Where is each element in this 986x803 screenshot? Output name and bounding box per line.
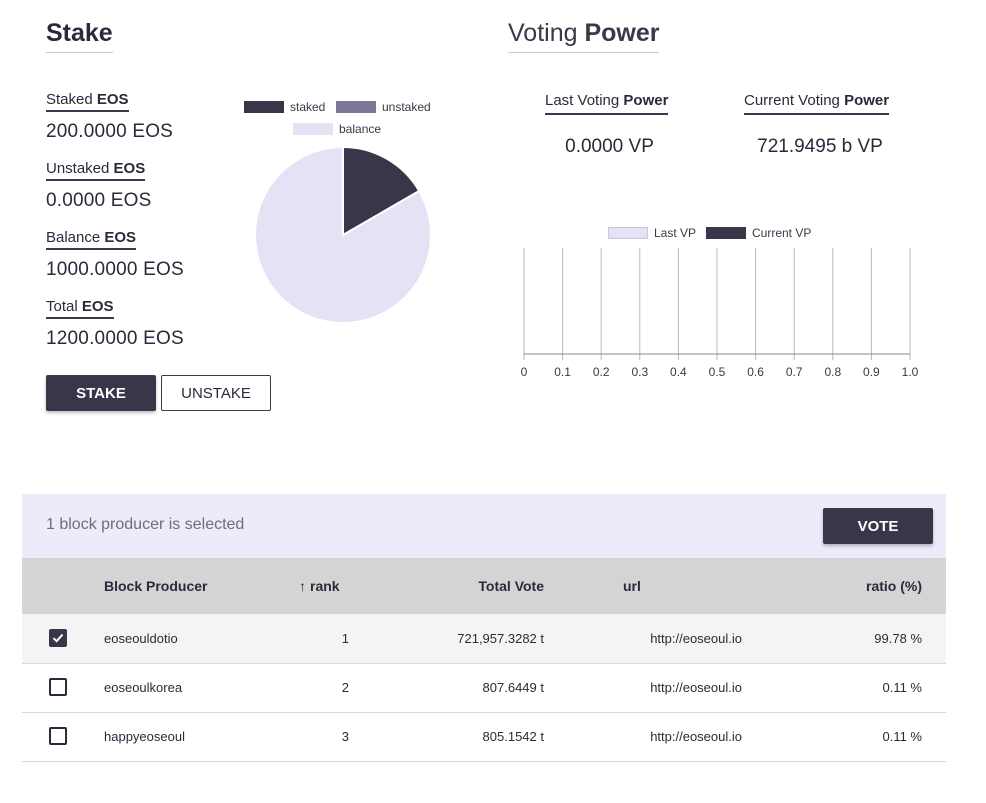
cell-url[interactable]: http://eoseoul.io: [650, 680, 742, 695]
cell-rank: 1: [341, 631, 349, 646]
selection-count-text: 1 block producer is selected: [46, 516, 245, 533]
vp-legend-current-swatch: [706, 227, 746, 239]
table-header: Block Producer ↑ rank Total Vote url rati…: [22, 558, 946, 614]
unstaked-eos-label: Unstaked EOS: [46, 160, 146, 181]
cell-total-vote: 805.1542 t: [482, 729, 544, 744]
x-tick-label: 0.7: [786, 365, 803, 379]
vp-legend-last-swatch: [608, 227, 648, 239]
header-url[interactable]: url: [623, 578, 641, 594]
cell-rank: 3: [341, 729, 349, 744]
header-rank[interactable]: ↑ rank: [299, 578, 340, 594]
staked-eos-label: Staked EOS: [46, 91, 129, 112]
x-tick-label: 0.9: [863, 365, 880, 379]
table-row[interactable]: happyeoseoul 3 805.1542 t http://eoseoul…: [22, 712, 946, 762]
cell-ratio: 99.78 %: [874, 631, 922, 646]
cell-rank: 2: [341, 680, 349, 695]
cell-total-vote: 721,957.3282 t: [457, 631, 544, 646]
staked-eos-value: 200.0000 EOS: [46, 121, 174, 142]
cell-producer: happyeoseoul: [104, 729, 185, 744]
total-eos-value: 1200.0000 EOS: [46, 328, 184, 349]
pie-legend-staked-swatch: [244, 101, 284, 113]
voting-power-bar-chart: 0 0.1 0.2 0.3 0.4 0.5 0.6 0.7 0.8 0.9 1.0: [521, 248, 919, 379]
header-block-producer[interactable]: Block Producer: [104, 578, 208, 594]
table-row[interactable]: eoseoulkorea 2 807.6449 t http://eoseoul…: [22, 663, 946, 713]
vp-legend-current: Current VP: [706, 226, 811, 240]
x-tick-label: 1.0: [902, 365, 919, 379]
voting-power-title: Voting Power: [508, 19, 660, 53]
cell-url[interactable]: http://eoseoul.io: [650, 729, 742, 744]
vp-legend-last: Last VP: [608, 226, 696, 240]
stake-title: Stake: [46, 19, 113, 53]
last-voting-power-label: Last Voting Power: [545, 92, 669, 115]
x-tick-label: 0.1: [554, 365, 571, 379]
header-ratio[interactable]: ratio (%): [866, 578, 922, 594]
row-checkbox[interactable]: [49, 727, 67, 745]
pie-slice-staked: [342, 145, 421, 237]
current-voting-power-value: 721.9495 b VP: [757, 136, 883, 157]
stake-pie-chart: [254, 145, 432, 324]
table-row[interactable]: eoseouldotio 1 721,957.3282 t http://eos…: [22, 614, 946, 664]
stake-button[interactable]: STAKE: [46, 375, 156, 411]
pie-legend-staked: staked: [244, 100, 325, 114]
total-eos-label: Total EOS: [46, 298, 114, 319]
balance-eos-label: Balance EOS: [46, 229, 137, 250]
x-tick-label: 0: [521, 365, 528, 379]
selection-bar: 1 block producer is selected VOTE: [22, 494, 946, 558]
x-tick-label: 0.3: [631, 365, 648, 379]
pie-slice-balance: [254, 145, 432, 324]
unstake-button[interactable]: UNSTAKE: [161, 375, 271, 411]
cell-ratio: 0.11 %: [882, 729, 922, 744]
sort-arrow-icon: ↑: [299, 578, 306, 594]
pie-legend-balance: balance: [293, 122, 381, 136]
cell-url[interactable]: http://eoseoul.io: [650, 631, 742, 646]
pie-legend-unstaked-swatch: [336, 101, 376, 113]
x-tick-label: 0.8: [824, 365, 841, 379]
current-voting-power-label: Current Voting Power: [744, 92, 890, 115]
header-total-vote[interactable]: Total Vote: [478, 578, 544, 594]
last-voting-power-value: 0.0000 VP: [565, 136, 654, 157]
cell-producer: eoseouldotio: [104, 631, 178, 646]
x-tick-label: 0.5: [709, 365, 726, 379]
x-tick-label: 0.2: [593, 365, 610, 379]
x-tick-label: 0.4: [670, 365, 687, 379]
row-checkbox[interactable]: [49, 629, 67, 647]
cell-producer: eoseoulkorea: [104, 680, 183, 695]
unstaked-eos-value: 0.0000 EOS: [46, 190, 152, 211]
pie-legend-balance-swatch: [293, 123, 333, 135]
vote-button[interactable]: VOTE: [823, 508, 933, 544]
cell-total-vote: 807.6449 t: [482, 680, 544, 695]
pie-legend-unstaked: unstaked: [336, 100, 431, 114]
check-icon: [52, 633, 64, 643]
cell-ratio: 0.11 %: [882, 680, 922, 695]
balance-eos-value: 1000.0000 EOS: [46, 259, 184, 280]
x-tick-label: 0.6: [747, 365, 764, 379]
row-checkbox[interactable]: [49, 678, 67, 696]
